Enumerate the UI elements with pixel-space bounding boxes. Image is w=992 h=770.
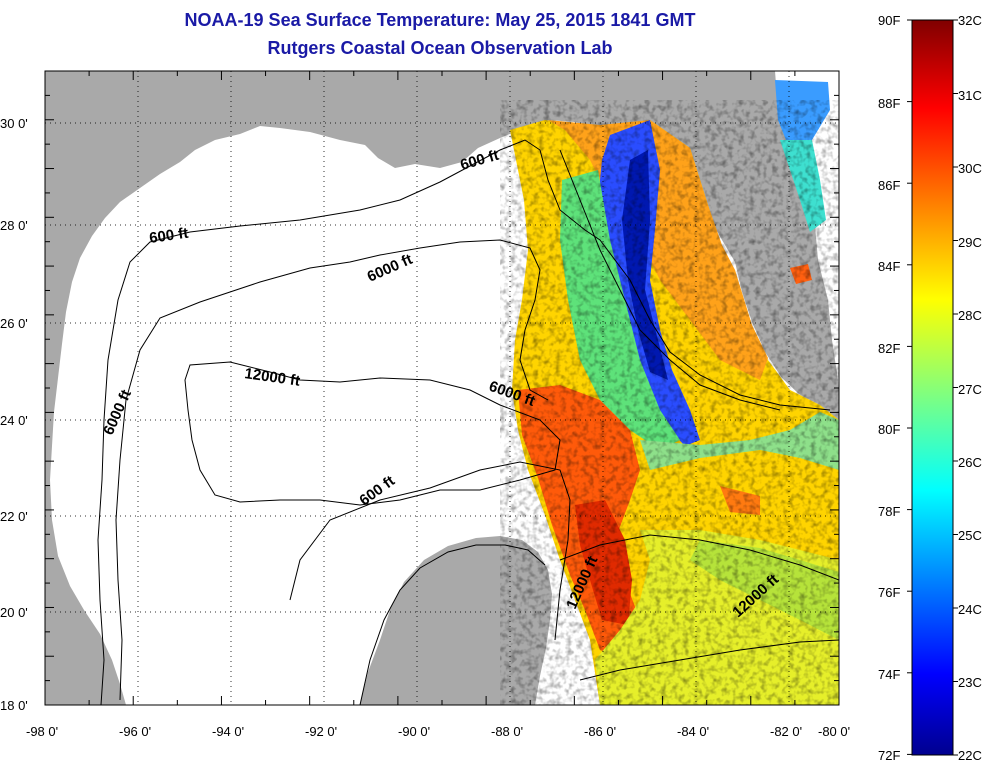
colorbar-f-label: 86F: [878, 178, 900, 193]
colorbar-c-label: 25C: [958, 528, 982, 543]
lon-tick-label: -84 0': [677, 724, 709, 739]
colorbar-c-label: 23C: [958, 675, 982, 690]
lon-tick-label: -88 0': [491, 724, 523, 739]
colorbar-f-label: 90F: [878, 13, 900, 28]
lon-tick-label: -90 0': [398, 724, 430, 739]
colorbar-gradient: [911, 19, 954, 756]
lat-tick-label: 18 0': [0, 698, 28, 713]
colorbar-c-label: 29C: [958, 235, 982, 250]
contour-6000ft: [115, 239, 549, 701]
colorbar-c-label: 24C: [958, 602, 982, 617]
bathymetry-contours: [97, 139, 839, 705]
colorbar-c-label: 26C: [958, 455, 982, 470]
lat-tick-label: 20 0': [0, 605, 28, 620]
lon-tick-label: -86 0': [584, 724, 616, 739]
latitude-axis: 30 0' 28 0' 26 0' 24 0' 22 0' 20 0' 18 0…: [0, 116, 28, 713]
colorbar-f-label: 84F: [878, 259, 900, 274]
lon-tick-label: -92 0': [305, 724, 337, 739]
colorbar-c-label: 32C: [958, 13, 982, 28]
colorbar-celsius-labels: 32C 31C 30C 29C 28C 27C 26C 25C 24C 23C …: [958, 13, 982, 763]
sst-swath: [500, 80, 839, 705]
contour-600ft: [97, 139, 831, 705]
longitude-axis: -98 0' -96 0' -94 0' -92 0' -90 0' -88 0…: [26, 724, 850, 739]
lat-tick-label: 22 0': [0, 509, 28, 524]
colorbar-c-label: 30C: [958, 161, 982, 176]
lon-tick-label: -94 0': [212, 724, 244, 739]
contour-florida-shelf: [559, 149, 781, 411]
lon-tick-label: -96 0': [119, 724, 151, 739]
colorbar-f-label: 78F: [878, 504, 900, 519]
contour-caribbean: [559, 534, 839, 581]
color-scale: 90F 88F 86F 84F 82F 80F 78F 76F 74F 72F …: [878, 13, 982, 763]
colorbar-c-label: 31C: [958, 88, 982, 103]
contour-label-600-west: 600 ft: [148, 225, 189, 247]
map-subtitle: Rutgers Coastal Ocean Observation Lab: [267, 38, 613, 58]
colorbar-f-label: 82F: [878, 341, 900, 356]
lon-tick-label: -98 0': [26, 724, 58, 739]
colorbar-f-label: 88F: [878, 96, 900, 111]
contour-caribbean-2: [579, 639, 839, 681]
colorbar-fahrenheit-labels: 90F 88F 86F 84F 82F 80F 78F 76F 74F 72F: [878, 13, 900, 763]
lon-tick-label: -82 0': [770, 724, 802, 739]
contour-yucatan: [359, 544, 546, 705]
colorbar-f-label: 76F: [878, 585, 900, 600]
lat-tick-label: 28 0': [0, 218, 28, 233]
lat-tick-label: 26 0': [0, 316, 28, 331]
axis-ticks: [44, 70, 840, 706]
lat-tick-label: 30 0': [0, 116, 28, 131]
colorbar-f-label: 80F: [878, 422, 900, 437]
colorbar-f-label: 74F: [878, 667, 900, 682]
colorbar-c-label: 22C: [958, 748, 982, 763]
contour-12000ft: [184, 361, 561, 506]
colorbar-f-label: 72F: [878, 748, 900, 763]
contour-600ft-south: [289, 461, 571, 641]
lon-tick-label: -80 0': [818, 724, 850, 739]
lat-tick-label: 24 0': [0, 413, 28, 428]
colorbar-c-label: 28C: [958, 308, 982, 323]
map-title: NOAA-19 Sea Surface Temperature: May 25,…: [184, 10, 696, 30]
graticule: [45, 71, 839, 705]
colorbar-c-label: 27C: [958, 382, 982, 397]
